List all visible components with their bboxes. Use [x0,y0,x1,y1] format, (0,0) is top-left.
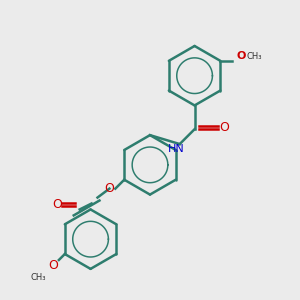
Text: O: O [219,121,229,134]
Text: O: O [52,198,62,211]
Text: CH₃: CH₃ [247,52,262,61]
Text: HN: HN [168,143,185,154]
Text: O: O [236,51,246,62]
Text: O: O [104,182,114,195]
Text: O: O [48,260,58,272]
Text: CH₃: CH₃ [30,273,46,282]
